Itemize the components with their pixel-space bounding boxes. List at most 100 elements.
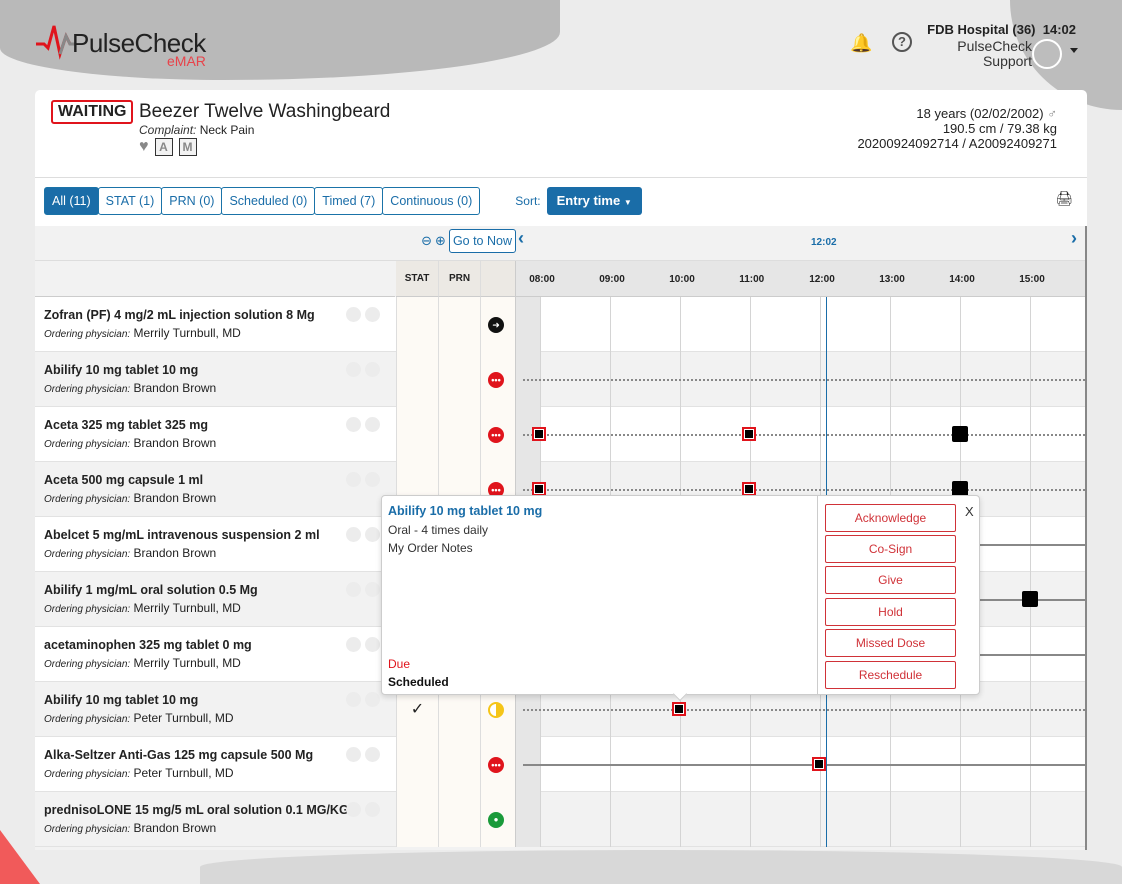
bell-icon[interactable]: 🔔 [850,33,873,53]
physician-name: Brandon Brown [133,381,217,395]
complaint-label: Complaint: [139,123,197,137]
reschedule-button[interactable]: Reschedule [825,661,956,689]
popup-notes: My Order Notes [388,541,473,555]
prn-cell[interactable] [438,407,480,462]
patient-mar-card: WAITING Beezer Twelve Washingbeard Compl… [35,90,1087,850]
sort-dropdown[interactable]: Entry time ▼ [546,187,642,215]
pulse-logo-icon [36,25,76,60]
stat-cell[interactable] [396,297,438,352]
scrollbar[interactable] [1085,226,1087,850]
indicator-dots [346,307,380,322]
half-circle-icon[interactable] [488,702,504,718]
dose-marker[interactable] [672,702,686,716]
popup-status: Due [388,657,411,671]
indicator-dots [346,692,380,707]
med-name[interactable]: acetaminophen 325 mg tablet 0 mg [44,638,252,652]
hour-label: 09:00 [599,274,625,285]
med-row[interactable]: prednisoLONE 15 mg/5 mL oral solution 0.… [35,792,1085,847]
go-to-now-button[interactable]: Go to Now [448,229,516,253]
med-row[interactable]: Aceta 325 mg tablet 325 mg Ordering physi… [35,407,1085,462]
chevron-left-icon[interactable]: ‹ [518,228,524,248]
physician-label: Ordering physician: [44,549,131,560]
chevron-down-icon[interactable] [1070,48,1078,53]
prn-cell[interactable] [438,352,480,407]
dose-marker[interactable] [532,482,546,496]
hour-gridline [610,297,611,352]
medication-badge[interactable]: M [178,138,197,156]
chevron-right-icon[interactable]: › [1071,228,1077,248]
prn-cell[interactable] [438,297,480,352]
male-icon: ♂ [1047,106,1057,121]
dose-marker[interactable] [742,427,756,441]
active-icon[interactable]: ● [488,812,504,828]
dose-marker[interactable] [952,481,968,497]
med-name[interactable]: prednisoLONE 15 mg/5 mL oral solution 0.… [44,803,349,817]
stat-column-header: STAT [396,261,438,297]
indicator-dots [346,417,380,432]
cosign-button[interactable]: Co-Sign [825,535,956,563]
give-button[interactable]: Give [825,566,956,594]
zoom-out-icon[interactable]: ⊖ [421,233,433,248]
med-name[interactable]: Alka-Seltzer Anti-Gas 125 mg capsule 500… [44,748,314,762]
med-name[interactable]: Abilify 10 mg tablet 10 mg [44,693,199,707]
hour-label: 10:00 [669,274,695,285]
hold-button[interactable]: Hold [825,598,956,626]
more-icon[interactable]: ••• [488,757,504,773]
popup-route: Oral - 4 times daily [388,523,489,537]
med-row[interactable]: Zofran (PF) 4 mg/2 mL injection solution… [35,297,1085,352]
med-name[interactable]: Aceta 325 mg tablet 325 mg [44,418,208,432]
print-icon[interactable]: 🖨 [1055,190,1073,206]
complaint-value: Neck Pain [199,123,255,137]
prn-cell[interactable] [438,792,480,847]
zoom-in-icon[interactable]: ⊕ [435,233,446,248]
med-name[interactable]: Abilify 10 mg tablet 10 mg [44,363,199,377]
dose-marker[interactable] [812,757,826,771]
filter-scheduled[interactable]: Scheduled (0) [221,187,316,215]
arrow-right-icon[interactable]: ➜ [488,317,504,333]
hour-gridline [890,297,891,352]
close-icon[interactable]: X [965,504,974,519]
hour-gridline [680,792,681,847]
more-icon[interactable]: ••• [488,372,504,388]
med-name[interactable]: Zofran (PF) 4 mg/2 mL injection solution… [44,308,315,322]
more-icon[interactable]: ••• [488,427,504,443]
heart-monitor-icon[interactable]: ♥ [139,138,149,155]
now-line [826,462,827,517]
med-row[interactable]: Alka-Seltzer Anti-Gas 125 mg capsule 500… [35,737,1085,792]
filter-continuous[interactable]: Continuous (0) [382,187,481,215]
med-row[interactable]: Abilify 10 mg tablet 10 mg Ordering physi… [35,352,1085,407]
avatar-icon[interactable] [1032,39,1062,69]
filter-all[interactable]: All (11) [44,187,99,215]
dose-marker[interactable] [742,482,756,496]
patient-ids: 20200924092714 / A20092409271 [857,136,1057,151]
more-icon[interactable]: ••• [488,482,504,498]
stat-cell[interactable] [396,407,438,462]
now-line [826,407,827,462]
filter-prn[interactable]: PRN (0) [161,187,223,215]
missed-dose-button[interactable]: Missed Dose [825,629,956,657]
physician-name: Merrily Turnbull, MD [133,601,241,615]
filter-stat[interactable]: STAT (1) [97,187,163,215]
dose-marker[interactable] [1022,591,1038,607]
indicator-dots [346,527,380,542]
stat-cell[interactable] [396,792,438,847]
med-name[interactable]: Abelcet 5 mg/mL intravenous suspension 2… [44,528,320,542]
dose-marker[interactable] [952,426,968,442]
prn-column-header: PRN [438,261,480,297]
app-logo[interactable]: PulseCheck eMAR [36,24,226,74]
stat-cell[interactable] [396,737,438,792]
med-name[interactable]: Aceta 500 mg capsule 1 ml [44,473,204,487]
physician-label: Ordering physician: [44,604,131,615]
acknowledge-button[interactable]: Acknowledge [825,504,956,532]
med-name[interactable]: Abilify 1 mg/mL oral solution 0.5 Mg [44,583,258,597]
stat-cell[interactable] [396,352,438,407]
help-icon[interactable]: ? [892,32,912,52]
user-name-line2: Support [982,53,1032,69]
physician-name: Brandon Brown [133,491,217,505]
filter-timed[interactable]: Timed (7) [314,187,384,215]
prn-cell[interactable] [438,737,480,792]
user-menu[interactable]: FDB Hospital (36) 14:02 PulseCheck Suppor… [927,22,1078,69]
patient-height-weight: 190.5 cm / 79.38 kg [942,121,1057,136]
allergy-badge[interactable]: A [154,138,173,156]
dose-marker[interactable] [532,427,546,441]
